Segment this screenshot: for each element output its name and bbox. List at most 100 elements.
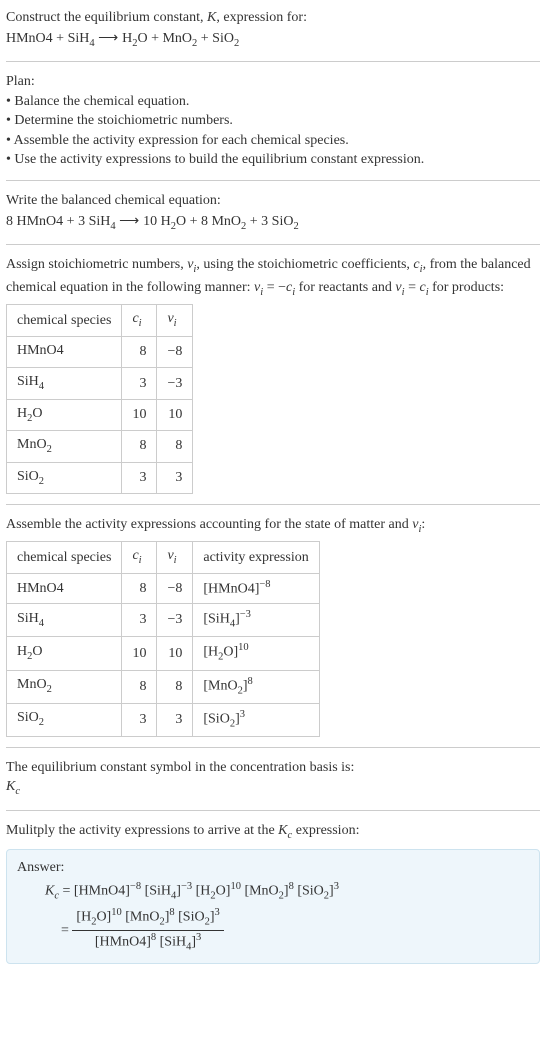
- cell-species: MnO2: [7, 670, 122, 703]
- cell-nu: 8: [157, 670, 193, 703]
- rhs-part: H: [122, 31, 132, 46]
- divider: [6, 747, 540, 748]
- rhs-part: O + MnO: [137, 31, 192, 46]
- col-c: ci: [122, 542, 157, 573]
- multiply-text: Mulitply the activity expressions to arr…: [6, 823, 278, 838]
- cell-c: 8: [122, 670, 157, 703]
- assign-text: , using the stoichiometric coefficients,: [196, 257, 413, 272]
- cell-species: MnO2: [7, 431, 122, 462]
- col-activity: activity expression: [193, 542, 319, 573]
- k-symbol: K: [207, 10, 216, 25]
- intro-text: Construct the equilibrium constant,: [6, 10, 207, 25]
- cell-activity: [SiH4]−3: [193, 604, 319, 637]
- bal-lhs: 8 HMnO4 + 3 SiH: [6, 214, 110, 229]
- answer-line1: Kc = [HMnO4]−8 [SiH4]−3 [H2O]10 [MnO2]8 …: [17, 880, 529, 904]
- cell-c: 8: [122, 431, 157, 462]
- intro-eq-lhs: HMnO4 + SiH: [6, 31, 89, 46]
- cell-c: 3: [122, 462, 157, 493]
- cell-nu: −3: [157, 368, 193, 399]
- arrow-icon: ⟶: [98, 29, 122, 45]
- cell-nu: 10: [157, 399, 193, 430]
- intro-block: Construct the equilibrium constant, K, e…: [6, 8, 540, 51]
- bal-sub: 2: [293, 220, 298, 231]
- plan-title: Plan:: [6, 72, 540, 92]
- cell-nu: −3: [157, 604, 193, 637]
- assemble-text: :: [421, 517, 425, 532]
- cell-c: 8: [122, 336, 157, 367]
- fraction-denominator: [HMnO4]8 [SiH4]3: [72, 931, 223, 955]
- assign-text: = −: [263, 280, 286, 295]
- table-row: HMnO4 8 −8: [7, 336, 193, 367]
- table-row: SiO2 3 3: [7, 462, 193, 493]
- cell-species: SiO2: [7, 703, 122, 736]
- answer-label: Answer:: [17, 858, 529, 878]
- cell-nu: −8: [157, 336, 193, 367]
- cell-species: H2O: [7, 637, 122, 670]
- assemble-text: Assemble the activity expressions accoun…: [6, 517, 412, 532]
- divider: [6, 244, 540, 245]
- table-row: MnO2 8 8 [MnO2]8: [7, 670, 320, 703]
- plan-item: • Use the activity expressions to build …: [6, 150, 540, 170]
- cell-activity: [HMnO4]−8: [193, 573, 319, 603]
- plan-item: • Assemble the activity expression for e…: [6, 131, 540, 151]
- table-row: MnO2 8 8: [7, 431, 193, 462]
- bal-rhs: 10 H: [143, 214, 171, 229]
- col-c: ci: [122, 305, 157, 336]
- assign-text: Assign stoichiometric numbers,: [6, 257, 187, 272]
- cell-activity: [MnO2]8: [193, 670, 319, 703]
- bal-rhs: O + 8 MnO: [176, 214, 241, 229]
- answer-box: Answer: Kc = [HMnO4]−8 [SiH4]−3 [H2O]10 …: [6, 849, 540, 964]
- table-header-row: chemical species ci νi: [7, 305, 193, 336]
- eq-sign: =: [61, 923, 72, 938]
- multiply-block: Mulitply the activity expressions to arr…: [6, 821, 540, 965]
- balanced-block: Write the balanced chemical equation: 8 …: [6, 191, 540, 234]
- cell-activity: [SiO2]3: [193, 703, 319, 736]
- cell-nu: 8: [157, 431, 193, 462]
- plan-item: • Balance the chemical equation.: [6, 92, 540, 112]
- cell-species: SiH4: [7, 604, 122, 637]
- arrow-icon: ⟶: [119, 212, 143, 228]
- table-row: SiO2 3 3 [SiO2]3: [7, 703, 320, 736]
- cell-c: 3: [122, 703, 157, 736]
- stoich-table: chemical species ci νi HMnO4 8 −8 SiH4 3…: [6, 304, 193, 494]
- divider: [6, 180, 540, 181]
- multiply-text: expression:: [292, 823, 359, 838]
- cell-c: 3: [122, 368, 157, 399]
- table-row: SiH4 3 −3: [7, 368, 193, 399]
- bal-sub: 4: [110, 220, 115, 231]
- divider: [6, 810, 540, 811]
- assign-block: Assign stoichiometric numbers, νi , using…: [6, 255, 540, 494]
- table-row: H2O 10 10 [H2O]10: [7, 637, 320, 670]
- col-species: chemical species: [7, 542, 122, 573]
- cell-c: 8: [122, 573, 157, 603]
- fraction: [H2O]10 [MnO2]8 [SiO2]3 [HMnO4]8 [SiH4]3: [72, 906, 223, 955]
- fraction-numerator: [H2O]10 [MnO2]8 [SiO2]3: [72, 906, 223, 931]
- table-row: HMnO4 8 −8 [HMnO4]−8: [7, 573, 320, 603]
- rhs-sub: 2: [234, 37, 239, 48]
- cell-c: 10: [122, 399, 157, 430]
- assign-text: =: [405, 280, 420, 295]
- plan-block: Plan: • Balance the chemical equation. •…: [6, 72, 540, 170]
- kc-sub: c: [15, 786, 20, 797]
- answer-line2: = [H2O]10 [MnO2]8 [SiO2]3 [HMnO4]8 [SiH4…: [17, 906, 529, 955]
- assign-text: for products:: [429, 280, 504, 295]
- activity-table: chemical species ci νi activity expressi…: [6, 541, 320, 736]
- cell-species: SiH4: [7, 368, 122, 399]
- kc-symbol: K: [6, 779, 15, 794]
- cell-species: HMnO4: [7, 336, 122, 367]
- cell-nu: 10: [157, 637, 193, 670]
- col-nu: νi: [157, 305, 193, 336]
- rhs-part: + SiO: [197, 31, 234, 46]
- sub-4: 4: [89, 37, 94, 48]
- cell-c: 3: [122, 604, 157, 637]
- cell-nu: −8: [157, 573, 193, 603]
- symbol-text: The equilibrium constant symbol in the c…: [6, 758, 540, 778]
- balanced-title: Write the balanced chemical equation:: [6, 191, 540, 211]
- col-nu: νi: [157, 542, 193, 573]
- divider: [6, 504, 540, 505]
- cell-nu: 3: [157, 703, 193, 736]
- intro-text-suffix: , expression for:: [216, 10, 307, 25]
- table-row: H2O 10 10: [7, 399, 193, 430]
- cell-c: 10: [122, 637, 157, 670]
- divider: [6, 61, 540, 62]
